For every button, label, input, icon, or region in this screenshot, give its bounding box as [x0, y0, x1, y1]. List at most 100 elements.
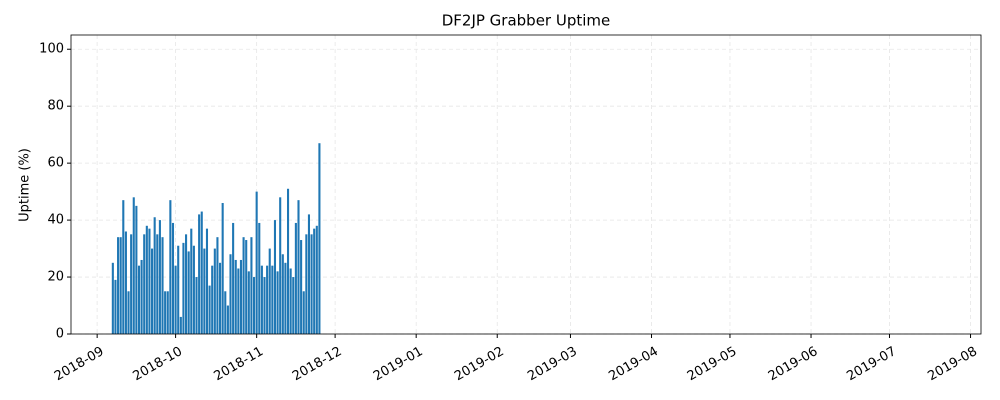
- bar: [245, 240, 248, 334]
- bar: [242, 237, 245, 334]
- bar: [203, 248, 206, 334]
- bar: [247, 271, 250, 334]
- bar: [219, 262, 222, 334]
- bar: [130, 234, 133, 334]
- bar: [268, 248, 271, 334]
- bar: [315, 225, 318, 334]
- bar: [255, 191, 258, 334]
- bar: [164, 291, 167, 334]
- bar: [208, 285, 211, 334]
- bar: [145, 225, 148, 334]
- y-tick-label: 80: [47, 99, 64, 114]
- bar: [161, 237, 164, 334]
- bar: [318, 143, 321, 334]
- bar: [171, 222, 175, 334]
- bar: [305, 234, 308, 334]
- bar: [177, 245, 180, 334]
- bars: [111, 143, 321, 334]
- bar: [221, 203, 224, 334]
- bar: [198, 214, 201, 334]
- x-tick-label: 2018-11: [212, 344, 267, 384]
- bar: [294, 222, 297, 334]
- bar: [229, 254, 232, 334]
- bar: [266, 265, 269, 334]
- bar: [132, 197, 135, 334]
- bar: [237, 268, 240, 334]
- bar: [263, 277, 266, 334]
- bar: [156, 234, 159, 334]
- bar: [253, 277, 256, 334]
- bar: [302, 291, 305, 334]
- bar: [292, 277, 295, 334]
- grid: [71, 35, 981, 335]
- bar: [122, 200, 125, 334]
- bar: [166, 291, 169, 334]
- bar: [135, 205, 138, 334]
- bar: [313, 228, 316, 334]
- y-axis-label: Uptime (%): [18, 148, 33, 222]
- bar: [190, 228, 193, 334]
- bar: [124, 231, 127, 334]
- bar: [300, 240, 303, 334]
- bar: [234, 259, 237, 334]
- bar: [226, 305, 229, 334]
- bar: [187, 251, 190, 334]
- y-tick-label: 20: [47, 270, 64, 285]
- y-tick-label: 100: [39, 42, 64, 57]
- bar: [140, 259, 143, 334]
- bar: [297, 200, 300, 334]
- bar: [284, 262, 287, 334]
- chart-title: DF2JP Grabber Uptime: [442, 12, 611, 30]
- bar: [182, 242, 185, 334]
- x-tick-label: 2019-07: [844, 344, 899, 384]
- x-tick-label: 2019-03: [525, 344, 580, 384]
- bar: [213, 248, 216, 334]
- bar: [137, 265, 141, 334]
- bar: [260, 265, 263, 334]
- x-tick-label: 2019-01: [371, 344, 426, 384]
- bar: [205, 228, 209, 334]
- x-tick-label: 2018-12: [290, 344, 345, 384]
- bar: [111, 262, 114, 334]
- bar: [289, 268, 292, 334]
- x-tick-label: 2019-08: [925, 344, 980, 384]
- bar: [216, 237, 219, 334]
- bar: [114, 279, 117, 334]
- bar: [117, 237, 120, 334]
- bar: [224, 291, 227, 334]
- x-tick-label: 2019-06: [766, 344, 821, 384]
- bar: [174, 265, 177, 334]
- bar: [271, 265, 274, 334]
- bar: [192, 245, 195, 334]
- bar: [148, 228, 151, 334]
- bar: [143, 234, 146, 334]
- bar: [195, 277, 198, 334]
- bar: [127, 291, 130, 334]
- y-tick-label: 0: [56, 327, 64, 342]
- x-tick-label: 2018-09: [52, 344, 107, 384]
- bar: [276, 271, 279, 334]
- x-tick-label: 2019-02: [452, 344, 507, 384]
- bar: [307, 214, 311, 334]
- bar: [273, 220, 277, 334]
- bar: [179, 316, 182, 334]
- bar: [286, 188, 290, 334]
- bar: [200, 211, 203, 334]
- bar: [158, 220, 161, 334]
- bar: [185, 234, 188, 334]
- y-tick-label: 60: [47, 156, 64, 171]
- bar: [232, 222, 235, 334]
- x-tick-label: 2019-04: [606, 344, 661, 384]
- bar: [310, 234, 313, 334]
- bar: [258, 222, 261, 334]
- y-tick-label: 40: [47, 213, 64, 228]
- bar: [169, 200, 172, 334]
- bar: [211, 265, 214, 334]
- bar: [239, 259, 243, 334]
- bar: [279, 197, 282, 334]
- x-tick-label: 2019-05: [685, 344, 740, 384]
- bar: [153, 217, 156, 334]
- x-tick-label: 2018-10: [130, 344, 185, 384]
- bar: [151, 248, 154, 334]
